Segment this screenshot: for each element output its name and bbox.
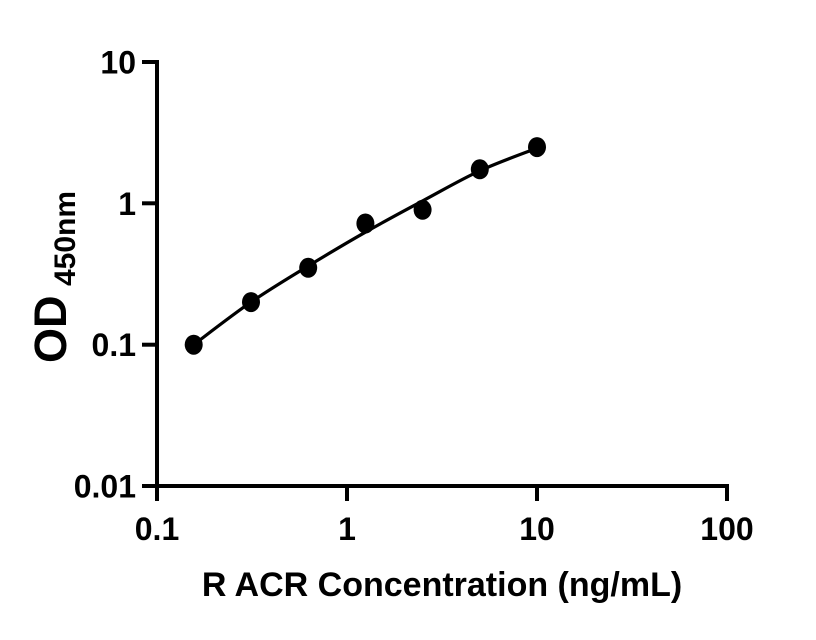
y-tick-label: 1 bbox=[118, 186, 136, 222]
data-point bbox=[413, 199, 432, 220]
standard-curve-line bbox=[192, 146, 538, 346]
y-axis-title-main: OD bbox=[25, 296, 76, 364]
data-point bbox=[242, 292, 260, 313]
y-axis-title: OD 450nm bbox=[25, 191, 82, 363]
x-tick-label: 10 bbox=[519, 511, 555, 547]
plot-area: 0.1 1 10 100 0.01 0.1 1 10 bbox=[74, 45, 754, 548]
x-tick-label: 100 bbox=[700, 511, 753, 547]
y-tick-label: 10 bbox=[100, 45, 136, 81]
x-tick-label: 0.1 bbox=[135, 511, 179, 547]
x-axis-title: R ACR Concentration (ng/mL) bbox=[202, 566, 682, 604]
data-point bbox=[184, 334, 203, 355]
y-tick-label: 0.01 bbox=[74, 469, 136, 505]
y-tick-label: 0.1 bbox=[92, 327, 136, 363]
data-point bbox=[470, 159, 489, 180]
x-tick-label: 1 bbox=[338, 511, 356, 547]
data-point bbox=[299, 257, 318, 278]
y-axis-title-subscript: 450nm bbox=[49, 191, 82, 286]
data-point bbox=[528, 137, 546, 158]
data-point bbox=[356, 213, 375, 234]
